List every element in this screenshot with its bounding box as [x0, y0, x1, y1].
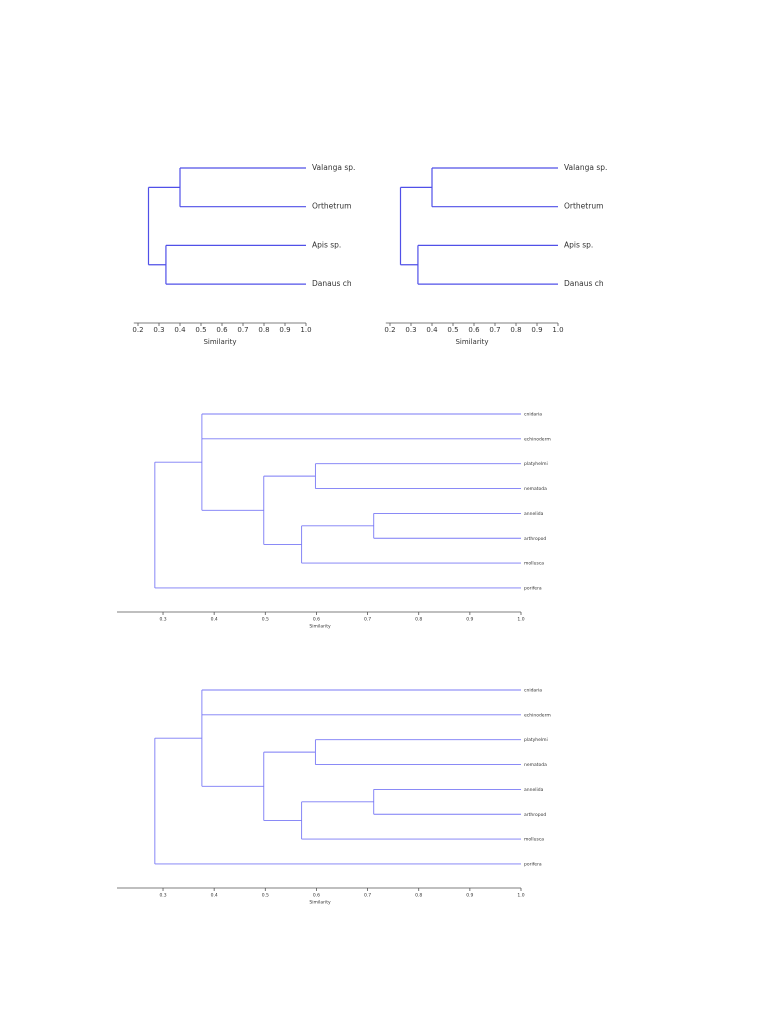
x-axis-label: Similarity — [455, 338, 488, 346]
leaf-label: platyhelmi — [524, 461, 548, 467]
leaf-label: nematoda — [524, 762, 547, 768]
leaf-label: annelida — [524, 787, 544, 793]
x-tick-label: 0.6 — [313, 893, 320, 899]
leaf-label: mollusca — [524, 837, 544, 843]
leaf-label: cnidaria — [524, 688, 542, 694]
leaf-label: echinoderm — [524, 436, 551, 442]
leaf-label: annelida — [524, 511, 544, 517]
dendrogram-link — [154, 737, 521, 865]
x-tick-label: 0.5 — [447, 326, 458, 334]
x-tick-label: 0.5 — [262, 893, 269, 899]
x-tick-label: 0.5 — [195, 326, 206, 334]
dendrogram-link — [165, 244, 306, 285]
dendrogram-link — [301, 525, 521, 564]
dendrogram-link — [431, 167, 558, 208]
leaf-label: Danaus ch — [312, 279, 352, 288]
x-axis-label: Similarity — [309, 900, 331, 906]
x-tick-label: 0.8 — [510, 326, 521, 334]
dendrogram-link — [301, 801, 521, 840]
leaf-label: Orthetrum — [564, 202, 603, 211]
x-tick-label: 0.6 — [313, 617, 320, 623]
x-axis-label: Similarity — [203, 338, 236, 346]
leaf-label: Apis sp. — [312, 240, 341, 249]
leaf-label: nematoda — [524, 486, 547, 492]
leaf-label: cnidaria — [524, 412, 542, 418]
leaf-label: porifera — [524, 861, 542, 867]
dendrogram-link — [154, 461, 521, 589]
x-tick-label: 0.4 — [174, 326, 186, 334]
x-tick-label: 1.0 — [517, 893, 524, 899]
dendrogram-link — [373, 788, 521, 815]
x-tick-label: 0.4 — [211, 893, 218, 899]
dendrogram-link — [399, 186, 432, 266]
x-tick-label: 0.8 — [415, 893, 422, 899]
x-tick-label: 0.7 — [237, 326, 248, 334]
leaf-label: arthropod — [524, 536, 546, 542]
x-tick-label: 0.8 — [258, 326, 269, 334]
dendrogram-link — [263, 475, 316, 545]
leaf-label: Valanga sp. — [312, 163, 355, 172]
leaf-label: porifera — [524, 585, 542, 591]
dendrogram-link — [179, 167, 306, 208]
leaf-label: echinoderm — [524, 712, 551, 718]
x-tick-label: 0.6 — [468, 326, 480, 334]
leaf-label: Orthetrum — [312, 202, 351, 211]
x-tick-label: 0.6 — [216, 326, 228, 334]
x-tick-label: 0.3 — [153, 326, 164, 334]
x-tick-label: 0.4 — [426, 326, 438, 334]
x-tick-label: 0.9 — [466, 617, 473, 623]
leaf-label: arthropod — [524, 812, 546, 818]
x-tick-label: 0.3 — [159, 893, 166, 899]
x-tick-label: 0.8 — [415, 617, 422, 623]
x-tick-label: 0.9 — [531, 326, 542, 334]
x-axis-label: Similarity — [309, 624, 331, 630]
x-tick-label: 1.0 — [517, 617, 524, 623]
dendrogram-link — [201, 689, 521, 787]
leaf-label: Apis sp. — [564, 240, 593, 249]
leaf-label: Valanga sp. — [564, 163, 607, 172]
x-tick-label: 0.7 — [364, 617, 371, 623]
x-tick-label: 0.7 — [489, 326, 500, 334]
leaf-label: platyhelmi — [524, 737, 548, 743]
dendrogram-link — [314, 739, 521, 765]
x-tick-label: 0.3 — [405, 326, 416, 334]
x-tick-label: 0.7 — [364, 893, 371, 899]
x-tick-label: 0.9 — [279, 326, 290, 334]
leaf-label: Danaus ch — [564, 279, 604, 288]
dendrogram-link — [147, 186, 180, 266]
x-tick-label: 0.4 — [211, 617, 218, 623]
dendrogram-link — [373, 512, 521, 539]
dendrogram-link — [314, 463, 521, 489]
dendrogram-link — [263, 751, 316, 821]
x-tick-label: 0.3 — [159, 617, 166, 623]
dendrogram-link — [201, 413, 521, 511]
x-tick-label: 1.0 — [552, 326, 563, 334]
x-tick-label: 0.2 — [384, 326, 395, 334]
dendrogram-link — [417, 244, 558, 285]
x-tick-label: 1.0 — [300, 326, 311, 334]
x-tick-label: 0.2 — [132, 326, 143, 334]
x-tick-label: 0.5 — [262, 617, 269, 623]
x-tick-label: 0.9 — [466, 893, 473, 899]
leaf-label: mollusca — [524, 561, 544, 567]
